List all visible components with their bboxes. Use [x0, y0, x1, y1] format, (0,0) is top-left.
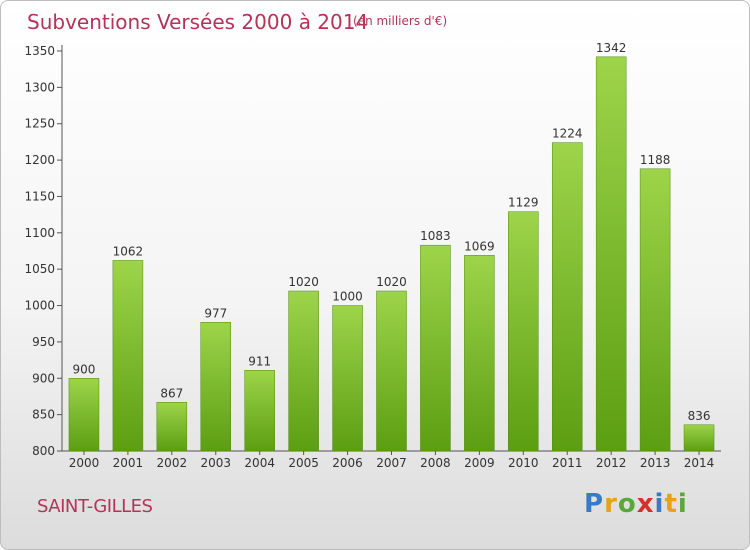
y-tick-label: 950 — [32, 335, 55, 349]
value-label-2005: 1020 — [288, 275, 319, 289]
y-tick-label: 1300 — [24, 80, 55, 94]
x-tick-label: 2005 — [288, 456, 319, 470]
x-tick-label: 2007 — [376, 456, 407, 470]
bar-2013 — [639, 168, 671, 452]
bar-2011 — [551, 142, 583, 452]
x-tick-label: 2008 — [420, 456, 451, 470]
x-tick-label: 2013 — [640, 456, 671, 470]
y-tick-label: 1150 — [24, 189, 55, 203]
bar-2006 — [332, 305, 363, 452]
x-tick-label: 2012 — [596, 456, 627, 470]
bar-2000 — [68, 378, 100, 452]
value-label-2013: 1188 — [640, 153, 671, 167]
bar-2004 — [244, 370, 275, 452]
x-tick-label: 2009 — [464, 456, 495, 470]
x-axis: 2000 2001 2002 2003 2004 2005 2006 2007 2008 2009… — [62, 450, 721, 470]
value-label-2000: 900 — [73, 362, 96, 376]
logo-letter: t — [664, 489, 678, 519]
y-tick-label: 1350 — [24, 44, 55, 58]
y-tick-label: 1200 — [24, 153, 55, 167]
y-axis: 800 850 900 950 1000 1050 1100 1150 1200 1250 1300… — [24, 44, 63, 458]
x-tick-label: 2011 — [552, 456, 583, 470]
bar-2010 — [508, 211, 539, 452]
logo-letter: i — [677, 489, 688, 519]
value-label-2010: 1129 — [508, 196, 539, 210]
y-tick-label: 1000 — [24, 299, 55, 313]
bar-2005 — [288, 290, 319, 452]
bar-2003 — [200, 322, 232, 452]
bar-2002 — [156, 402, 188, 452]
value-label-2006: 1000 — [332, 290, 363, 304]
y-tick-label: 1050 — [24, 262, 55, 276]
location-name: SAINT-GILLES — [37, 496, 153, 517]
bar-2014 — [683, 424, 715, 452]
proxiti-logo: Proxiti — [584, 489, 688, 519]
x-tick-label: 2004 — [244, 456, 275, 470]
value-label-2011: 1224 — [552, 127, 583, 141]
bar-2008 — [420, 244, 451, 452]
value-label-2009: 1069 — [464, 239, 495, 253]
x-tick-label: 2001 — [113, 456, 144, 470]
value-label-2008: 1083 — [420, 229, 451, 243]
y-tick-label: 850 — [32, 408, 55, 422]
bar-2009 — [464, 255, 495, 452]
bar-2012 — [595, 56, 627, 452]
value-label-2001: 1062 — [113, 244, 144, 258]
bars — [68, 56, 715, 452]
logo-letter: r — [604, 489, 618, 519]
value-label-2007: 1020 — [376, 275, 407, 289]
value-label-2002: 867 — [160, 386, 183, 400]
logo-letter: o — [617, 489, 637, 519]
x-tick-label: 2000 — [69, 456, 100, 470]
value-label-2003: 977 — [204, 306, 227, 320]
x-tick-label: 2014 — [684, 456, 715, 470]
x-tick-label: 2002 — [157, 456, 188, 470]
value-labels: 900 1062 867 977 911 1020 1000 1020 1083 1069 1129… — [73, 41, 711, 423]
chart-subtitle: (en milliers d'€) — [353, 14, 447, 28]
x-tick-label: 2003 — [200, 456, 231, 470]
chart-title: Subventions Versées 2000 à 2014 — [27, 10, 368, 34]
logo-letter: i — [654, 489, 665, 519]
x-tick-label: 2006 — [332, 456, 363, 470]
logo-letter: P — [584, 489, 605, 519]
value-label-2012: 1342 — [596, 41, 627, 55]
value-label-2014: 836 — [688, 409, 711, 423]
y-tick-label: 1250 — [24, 117, 55, 131]
y-tick-label: 800 — [32, 444, 55, 458]
bar-2001 — [112, 260, 144, 452]
bar-2007 — [376, 290, 407, 452]
y-tick-label: 1100 — [24, 226, 55, 240]
logo-letter: x — [636, 489, 655, 519]
y-tick-label: 900 — [32, 371, 55, 385]
value-label-2004: 911 — [248, 354, 271, 368]
x-tick-label: 2010 — [508, 456, 539, 470]
